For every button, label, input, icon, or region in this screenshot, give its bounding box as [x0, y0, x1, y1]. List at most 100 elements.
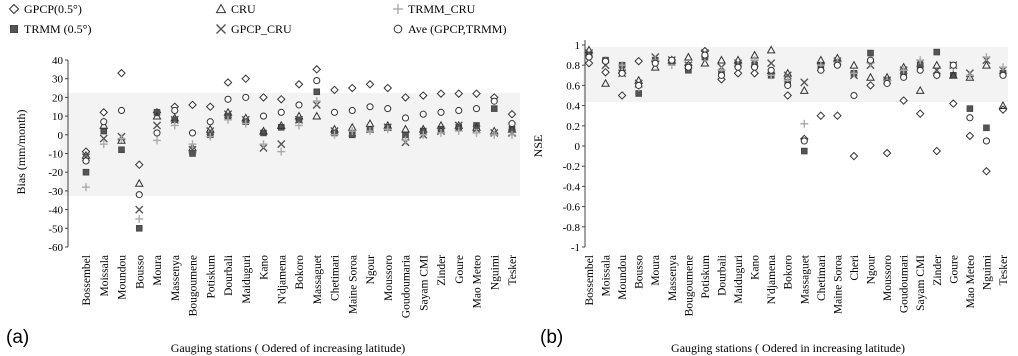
trmm_cru-point — [800, 119, 809, 128]
station-label: Massenya — [170, 255, 182, 301]
trmm_cru-point — [295, 121, 303, 130]
cru-point — [134, 178, 144, 187]
trmm_cru-point — [117, 134, 126, 143]
gpcp-point — [472, 89, 481, 98]
legend-gpcp-icon — [8, 3, 20, 15]
station-label: Maiduguri — [241, 255, 253, 304]
ave-point — [171, 106, 179, 115]
station-label: Bousso — [134, 255, 146, 289]
ave-point — [455, 106, 463, 115]
gpcp-point — [932, 146, 942, 156]
gpcp-point — [584, 58, 594, 68]
cru-point — [799, 85, 809, 94]
gpcp-point — [259, 93, 268, 102]
trmm-point — [135, 225, 143, 232]
cru-point — [152, 111, 162, 120]
y-tick-label: 20 — [52, 92, 64, 104]
legend-gpcp_cru-label: GPCP_CRU — [231, 22, 292, 36]
trmm-point — [490, 105, 498, 112]
station-label: Zinder — [436, 255, 448, 286]
ave-point — [401, 114, 410, 122]
ave-point — [188, 129, 197, 137]
panel-a: 40 30 20 10 0 -10 -20 -30 -40 -50 -60 Bossembel Moi… — [6, 55, 520, 355]
trmm_cru-point — [170, 121, 179, 130]
gpcp-point — [601, 67, 610, 77]
ave-point — [800, 137, 808, 145]
cru-point — [276, 120, 286, 129]
cru-point — [312, 111, 322, 120]
ave-point — [717, 71, 726, 79]
station-label: Moura — [650, 255, 662, 286]
y-tick-label: -50 — [48, 223, 63, 235]
gpcp-point — [816, 111, 826, 121]
legend-ave-icon — [393, 24, 403, 34]
trmm_cru-point — [188, 140, 197, 149]
panel-b-points — [584, 45, 1008, 176]
y-tick-label: -40 — [48, 205, 63, 217]
cru-point — [700, 58, 710, 67]
ave-point — [490, 97, 498, 105]
legend: GPCP(0.5°) TRMM (0.5°) CRU GPCP_CRU TRMM_CRU… — [8, 2, 506, 36]
trmm_cru-point — [277, 147, 286, 156]
cru-point — [998, 100, 1008, 109]
panel-b-shading — [583, 47, 1008, 102]
legend-cru-icon — [215, 3, 227, 14]
gpcp-point — [454, 89, 464, 98]
trmm_cru-point — [750, 56, 759, 65]
trmm_cru-point — [508, 130, 516, 139]
trmm_cru-point — [419, 130, 428, 139]
gpcp-point — [401, 93, 410, 102]
trmm-point — [635, 90, 642, 97]
ave-point — [982, 137, 991, 145]
trmm_cru-point — [850, 69, 858, 78]
gpcp-point — [882, 148, 892, 158]
gpcp-point — [949, 99, 958, 108]
gpcp_cru-point — [170, 115, 179, 124]
y-tick-label: 0 — [575, 141, 581, 153]
gpcp-point — [634, 56, 643, 66]
gpcp-point — [965, 131, 975, 141]
station-label: Moundou — [117, 255, 129, 300]
trmm-point — [801, 147, 808, 155]
station-label: Moissala — [601, 255, 613, 297]
ave-point — [999, 71, 1007, 79]
cru-point — [717, 55, 726, 64]
station-label: Chetimari — [330, 255, 342, 301]
ave-point — [833, 61, 841, 69]
trmm-point — [100, 127, 108, 135]
station-label: Massenya — [667, 255, 679, 301]
cru-point — [401, 124, 410, 133]
trmm_cru-point — [259, 140, 268, 149]
legend-cru-label: CRU — [231, 2, 256, 16]
ave-point — [472, 105, 481, 113]
y-tick-label: -0.6 — [563, 202, 581, 214]
trmm_cru-point — [454, 127, 463, 136]
ave-point — [82, 157, 90, 165]
panel-b-label: (b) — [540, 327, 563, 348]
cru-point — [766, 45, 776, 54]
station-label: Moissala — [99, 255, 111, 297]
y-tick-label: -1 — [571, 242, 580, 254]
y-tick-label: 1 — [575, 40, 581, 52]
station-label: Maine Soroa — [832, 255, 844, 314]
ave-point — [618, 69, 626, 77]
gpcp_cru-point — [135, 205, 144, 214]
station-label: N'djamena — [276, 255, 288, 304]
ave-point — [384, 105, 392, 113]
ave-point — [277, 108, 285, 116]
station-label: Tesker — [998, 255, 1010, 286]
trmm_cru-point — [490, 130, 499, 139]
panel-b-x-axis-title: Gauging stations ( Odered in increasing … — [671, 341, 905, 355]
station-label: Sayam CMI — [418, 255, 430, 311]
ave-point — [437, 108, 445, 116]
gpcp-point — [241, 74, 251, 84]
station-label: Moundou — [617, 255, 629, 300]
gpcp-point — [365, 80, 375, 89]
station-label: Dourbali — [223, 255, 235, 296]
station-label: Massaguet — [799, 254, 811, 304]
trmm_cru-point — [383, 125, 392, 134]
station-label: Tesker — [507, 255, 519, 286]
ave-point — [916, 66, 924, 74]
y-tick-label: 40 — [52, 55, 64, 67]
gpcp-point — [223, 78, 233, 87]
